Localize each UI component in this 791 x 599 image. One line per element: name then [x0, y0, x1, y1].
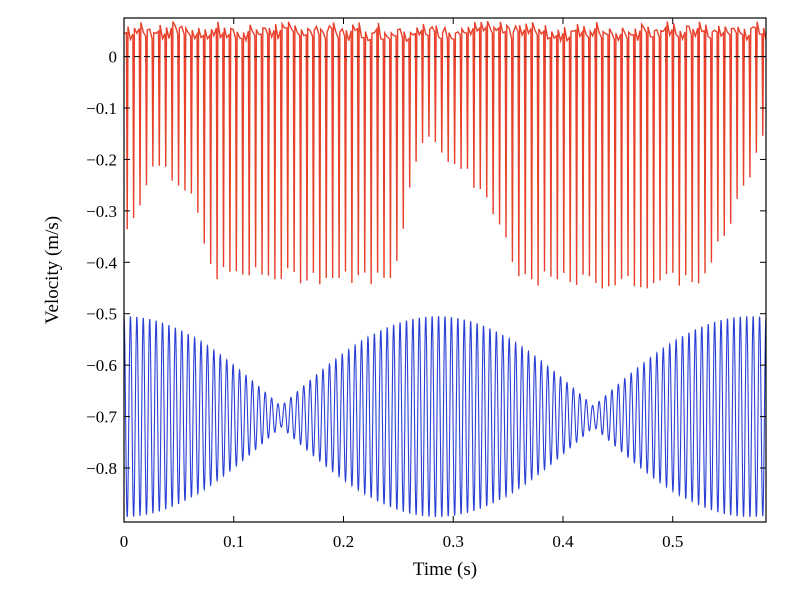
y-tick-label: −0.1: [86, 99, 117, 118]
y-axis-label: Velocity (m/s): [42, 216, 63, 324]
x-tick-label: 0.2: [333, 532, 354, 551]
y-tick-label: −0.2: [86, 150, 117, 169]
y-tick-label: −0.7: [86, 408, 117, 427]
x-tick-label: 0.5: [662, 532, 683, 551]
x-tick-label: 0.1: [223, 532, 244, 551]
y-tick-label: −0.8: [86, 459, 117, 478]
plot-area: [124, 20, 766, 517]
y-tick-label: 0: [109, 48, 118, 67]
series-line-blue: [124, 316, 766, 517]
x-tick-label: 0.3: [443, 532, 464, 551]
y-tick-label: −0.6: [86, 356, 117, 375]
y-tick-label: −0.4: [86, 253, 117, 272]
axes-frame: [123, 17, 767, 523]
series-line-red: [124, 20, 766, 289]
x-axis-label: Time (s): [413, 559, 477, 580]
ticks: 0 0.1 0.2 0.3 0.4 0.5 0 −0.1 −0.2 −0.3 −0.4 −0.5 −0.…: [86, 18, 766, 551]
y-tick-label: −0.3: [86, 202, 117, 221]
y-tick-label: −0.5: [86, 305, 117, 324]
x-tick-label: 0.4: [552, 532, 574, 551]
x-tick-label: 0: [120, 532, 129, 551]
